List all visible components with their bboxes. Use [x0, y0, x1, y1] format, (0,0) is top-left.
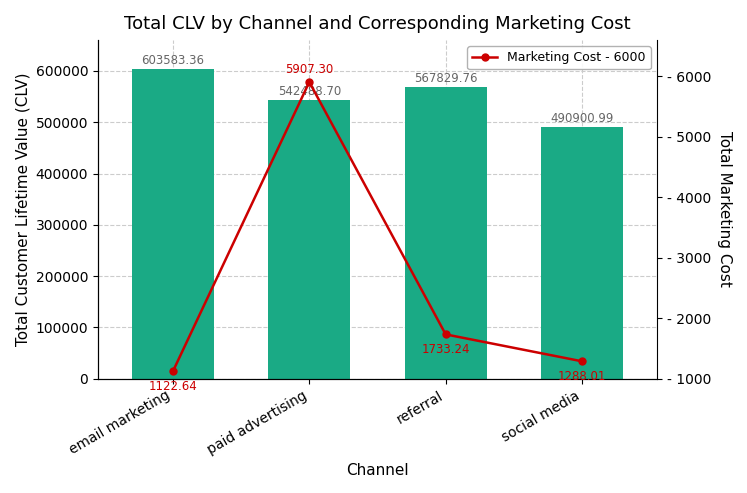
Bar: [132, 69, 214, 379]
Bar: [541, 127, 623, 379]
Marketing Cost - 6000: [441, 331, 450, 337]
Text: 490900.99: 490900.99: [551, 112, 614, 125]
Marketing Cost - 6000: [577, 358, 586, 364]
Marketing Cost - 6000: [305, 79, 314, 85]
Text: 1122.64: 1122.64: [149, 380, 197, 393]
Bar: [405, 87, 486, 379]
Y-axis label: Total Customer Lifetime Value (CLV): Total Customer Lifetime Value (CLV): [15, 72, 30, 346]
Text: 1288.01: 1288.01: [558, 370, 607, 383]
Bar: [268, 101, 350, 379]
X-axis label: Channel: Channel: [346, 463, 409, 478]
Line: Marketing Cost - 6000: Marketing Cost - 6000: [170, 78, 586, 375]
Text: 5907.30: 5907.30: [285, 64, 333, 76]
Text: 603583.36: 603583.36: [141, 54, 205, 67]
Marketing Cost - 6000: [168, 368, 177, 374]
Legend: Marketing Cost - 6000: Marketing Cost - 6000: [468, 46, 651, 70]
Text: 542488.70: 542488.70: [278, 85, 341, 98]
Title: Total CLV by Channel and Corresponding Marketing Cost: Total CLV by Channel and Corresponding M…: [124, 15, 630, 33]
Y-axis label: Total Marketing Cost: Total Marketing Cost: [717, 132, 732, 287]
Text: 567829.76: 567829.76: [414, 72, 477, 85]
Text: 1733.24: 1733.24: [421, 343, 470, 356]
